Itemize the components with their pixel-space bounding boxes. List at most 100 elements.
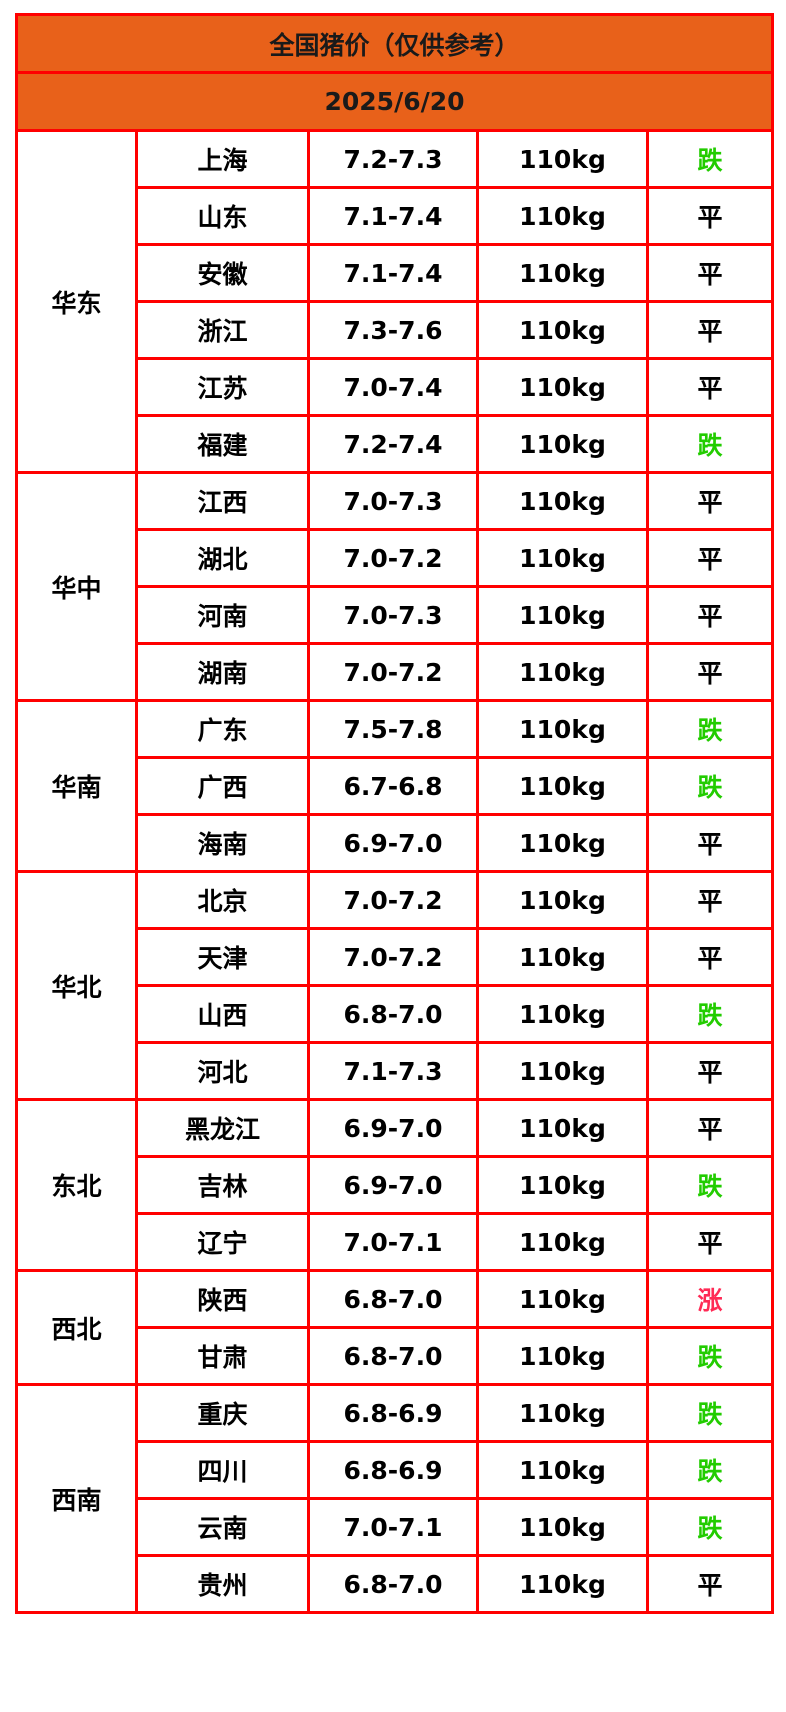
price-cell: 6.9-7.0: [307, 1155, 479, 1215]
price-cell: 7.0-7.3: [307, 471, 479, 531]
weight-cell: 110kg: [476, 1554, 649, 1614]
price-cell: 7.1-7.4: [307, 186, 479, 246]
weight-cell: 110kg: [476, 1155, 649, 1215]
weight-cell: 110kg: [476, 1041, 649, 1101]
weight-cell: 110kg: [476, 300, 649, 360]
price-cell: 6.8-7.0: [307, 1554, 479, 1614]
price-cell: 6.9-7.0: [307, 813, 479, 873]
province-cell: 湖北: [135, 528, 310, 588]
price-cell: 6.8-7.0: [307, 984, 479, 1044]
trend-cell: 平: [645, 471, 775, 531]
weight-cell: 110kg: [476, 927, 649, 987]
price-cell: 6.8-6.9: [307, 1440, 479, 1500]
province-cell: 安徽: [135, 243, 310, 303]
weight-cell: 110kg: [476, 414, 649, 474]
region-cell: 华南: [15, 699, 138, 873]
province-cell: 湖南: [135, 642, 310, 702]
region-cell: 华中: [15, 471, 138, 702]
trend-cell: 跌: [645, 414, 775, 474]
province-cell: 上海: [135, 129, 310, 189]
province-cell: 江西: [135, 471, 310, 531]
table-row: 西北 陕西 6.8-7.0 110kg 涨: [15, 1269, 775, 1386]
weight-cell: 110kg: [476, 1383, 649, 1443]
trend-cell: 涨: [645, 1269, 775, 1329]
weight-cell: 110kg: [476, 1098, 649, 1158]
province-cell: 天津: [135, 927, 310, 987]
weight-cell: 110kg: [476, 984, 649, 1044]
table-row: 河南 7.0-7.3 110kg 平: [17, 585, 775, 645]
province-cell: 福建: [135, 414, 310, 474]
weight-cell: 110kg: [476, 528, 649, 588]
weight-cell: 110kg: [476, 129, 649, 189]
price-cell: 7.0-7.2: [307, 528, 479, 588]
weight-cell: 110kg: [476, 357, 649, 417]
province-cell: 广西: [135, 756, 310, 816]
price-cell: 6.8-7.0: [307, 1269, 479, 1329]
price-cell: 7.1-7.3: [307, 1041, 479, 1101]
table-title: 全国猪价（仅供参考）: [14, 13, 775, 74]
table-row: 吉林 6.9-7.0 110kg 跌: [17, 1155, 775, 1215]
price-cell: 7.2-7.3: [307, 129, 479, 189]
price-cell: 7.1-7.4: [307, 243, 479, 303]
price-cell: 7.5-7.8: [307, 699, 479, 759]
trend-cell: 跌: [645, 699, 775, 759]
province-cell: 北京: [135, 870, 310, 930]
table-row: 安徽 7.1-7.4 110kg 平: [17, 243, 775, 303]
trend-cell: 跌: [645, 1155, 775, 1215]
trend-cell: 平: [645, 870, 775, 930]
province-cell: 黑龙江: [135, 1098, 310, 1158]
trend-cell: 平: [645, 1212, 775, 1272]
province-cell: 山西: [135, 984, 310, 1044]
table-row: 华东 上海 7.2-7.3 110kg 跌: [15, 129, 775, 474]
table-row: 云南 7.0-7.1 110kg 跌: [17, 1497, 775, 1557]
province-cell: 河南: [135, 585, 310, 645]
weight-cell: 110kg: [476, 1497, 649, 1557]
price-cell: 6.9-7.0: [307, 1098, 479, 1158]
table-row: 湖南 7.0-7.2 110kg 平: [17, 642, 775, 702]
table-row: 辽宁 7.0-7.1 110kg 平: [17, 1212, 775, 1272]
province-cell: 广东: [135, 699, 310, 759]
weight-cell: 110kg: [476, 1440, 649, 1500]
weight-cell: 110kg: [476, 1212, 649, 1272]
trend-cell: 平: [645, 1041, 775, 1101]
trend-cell: 平: [645, 813, 775, 873]
province-cell: 甘肃: [135, 1326, 310, 1386]
table-row: 西南 重庆 6.8-6.9 110kg 跌: [15, 1383, 775, 1614]
province-cell: 四川: [135, 1440, 310, 1500]
table-row: 福建 7.2-7.4 110kg 跌: [17, 414, 775, 474]
weight-cell: 110kg: [476, 813, 649, 873]
price-cell: 7.0-7.2: [307, 870, 479, 930]
pig-price-table: 全国猪价（仅供参考） 2025/6/20 华东 上海 7.2-7.3 110kg 跌山东…: [14, 13, 775, 1614]
price-cell: 6.8-7.0: [307, 1326, 479, 1386]
province-cell: 浙江: [135, 300, 310, 360]
trend-cell: 跌: [645, 1440, 775, 1500]
trend-cell: 平: [645, 300, 775, 360]
province-cell: 云南: [135, 1497, 310, 1557]
weight-cell: 110kg: [476, 243, 649, 303]
table-row: 东北 黑龙江 6.9-7.0 110kg 平: [15, 1098, 775, 1272]
trend-cell: 平: [645, 585, 775, 645]
weight-cell: 110kg: [476, 1326, 649, 1386]
trend-cell: 平: [645, 642, 775, 702]
province-cell: 江苏: [135, 357, 310, 417]
province-cell: 山东: [135, 186, 310, 246]
table-row: 天津 7.0-7.2 110kg 平: [17, 927, 775, 987]
price-cell: 7.2-7.4: [307, 414, 479, 474]
price-cell: 7.0-7.2: [307, 927, 479, 987]
region-cell: 华东: [15, 129, 138, 474]
weight-cell: 110kg: [476, 585, 649, 645]
province-cell: 辽宁: [135, 1212, 310, 1272]
trend-cell: 跌: [645, 1383, 775, 1443]
trend-cell: 平: [645, 186, 775, 246]
weight-cell: 110kg: [476, 471, 649, 531]
trend-cell: 跌: [645, 984, 775, 1044]
table-row: 甘肃 6.8-7.0 110kg 跌: [17, 1326, 775, 1386]
table-row: 海南 6.9-7.0 110kg 平: [17, 813, 775, 873]
trend-cell: 跌: [645, 1497, 775, 1557]
table-row: 河北 7.1-7.3 110kg 平: [17, 1041, 775, 1101]
region-cell: 东北: [15, 1098, 138, 1272]
region-cell: 华北: [15, 870, 138, 1101]
province-cell: 吉林: [135, 1155, 310, 1215]
weight-cell: 110kg: [476, 186, 649, 246]
table-row: 贵州 6.8-7.0 110kg 平: [17, 1554, 775, 1614]
